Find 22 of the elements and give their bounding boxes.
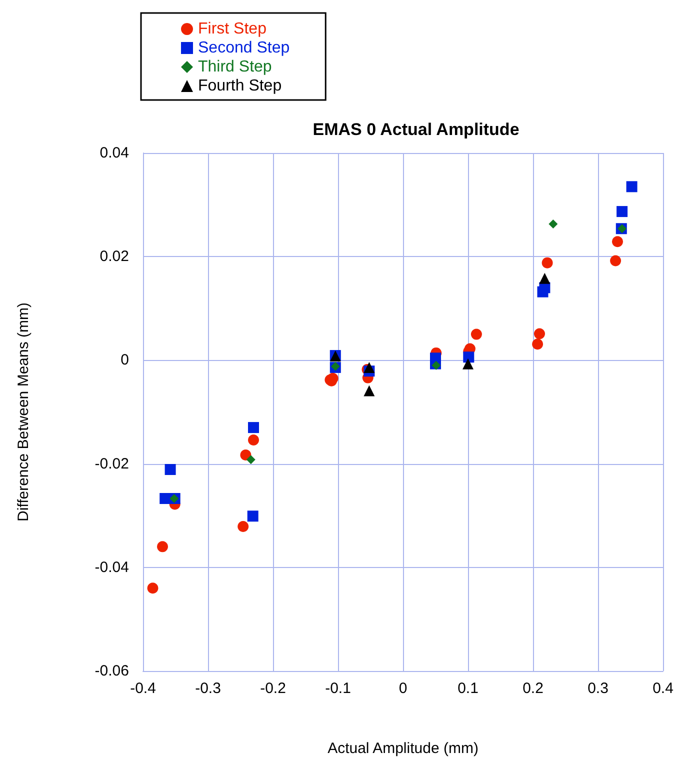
legend-label: First Step (198, 20, 267, 38)
y-tick-label: 0 (120, 352, 129, 369)
y-tick-label: -0.02 (94, 455, 129, 472)
x-tick-label: -0.4 (130, 680, 156, 697)
x-tick-label: 0.1 (458, 680, 478, 697)
x-tick-label: 0 (398, 680, 408, 697)
legend-label: Third Step (198, 58, 272, 76)
x-tick-label: 0.3 (588, 680, 608, 697)
x-tick-label: -0.3 (195, 680, 221, 697)
y-tick-label: 0.04 (100, 144, 129, 162)
x-tick-label: 0.2 (522, 680, 544, 697)
x-axis-title: Actual Amplitude (mm) (328, 740, 478, 757)
y-tick-label: 0.02 (100, 248, 129, 266)
y-axis-title: Difference Between Means (mm) (15, 302, 32, 522)
y-tick-label: -0.04 (94, 558, 129, 576)
x-tick-label: -0.1 (325, 680, 351, 697)
y-tick-label: -0.06 (94, 662, 129, 680)
legend-label: Second Step (198, 40, 290, 56)
x-tick-label: -0.2 (260, 680, 286, 697)
legend-label: Fourth Step (198, 78, 282, 94)
x-tick-label: 0.4 (652, 680, 674, 697)
chart-title: EMAS 0 Actual Amplitude (312, 120, 520, 139)
